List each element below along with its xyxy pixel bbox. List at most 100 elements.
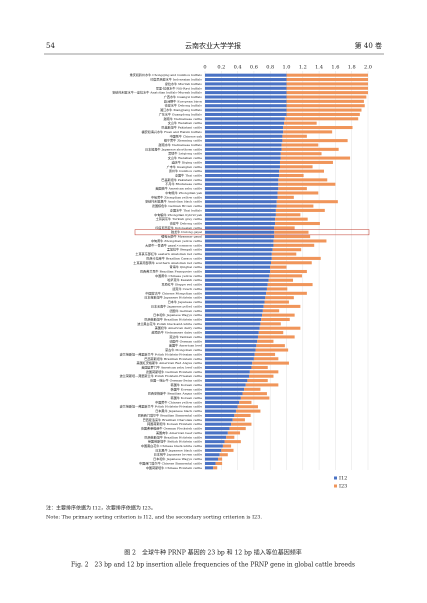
bar-segment (205, 269, 271, 274)
bar-segment (205, 156, 281, 160)
y-tick-label: 韩国牛 Korean cattle (171, 395, 203, 400)
y-tick-label: 安纳托利亚水牛—摩拉水牛 Anatolian buffalo-Murrah bu… (112, 90, 202, 95)
bar-segment (274, 226, 295, 230)
bar-segment (205, 204, 277, 208)
y-tick-label: 美国肉牛 American beef cattle (156, 430, 202, 435)
bar-segment (205, 265, 271, 269)
y-tick-label: 孟加拉牛 Bengali cattle (167, 247, 202, 252)
bar-segment (205, 252, 272, 256)
bar-segment (262, 309, 280, 313)
bar-segment (251, 365, 268, 370)
y-tick-label: 中国牦牛 Chinese yak (170, 133, 203, 138)
bar-segment (249, 374, 274, 378)
y-tick-label: 中国西门塔尔牛 Chinese Simmental cattle (139, 460, 202, 465)
bar-segment (286, 112, 360, 116)
bar-segment (205, 200, 277, 204)
y-tick-label: 德国牛 German cattle (169, 338, 202, 343)
bar-segment (271, 256, 321, 260)
bar-segment (226, 435, 235, 439)
x-tick-label: 0.6 (250, 65, 258, 71)
bar-segment (205, 461, 216, 465)
bar-segment (229, 427, 246, 431)
bar-segment (205, 226, 275, 230)
legend-swatch (334, 484, 337, 488)
bar-segment (205, 121, 285, 125)
bar-segment (205, 274, 270, 278)
bar-segment (205, 313, 263, 317)
bar-segment (222, 444, 232, 448)
x-tick-label: 1.8 (348, 65, 356, 71)
x-tick-label: 1.4 (315, 65, 323, 71)
y-tick-label: 独龙牛 Dulong gayal (171, 229, 202, 234)
legend-label: I23 (339, 484, 347, 490)
bar-segment (205, 396, 241, 400)
bar-segment (271, 252, 297, 256)
bar-segment (205, 427, 230, 431)
bar-segment (205, 213, 276, 217)
bar-segment (205, 95, 287, 99)
y-tick-label: 韩国牛 Korean cattle (171, 386, 203, 391)
bar-segment (286, 91, 368, 95)
bar-segment (205, 383, 246, 387)
bar-segment (218, 457, 223, 461)
bar-segment (286, 82, 368, 86)
y-tick-label: 日本褐牛 Japanese brown cattle (154, 452, 202, 457)
caption: 图 2 全球牛种 PRNP 基因的 23 bp 和 12 bp 插入等位基因频率 (124, 549, 301, 557)
bar-segment (278, 178, 328, 182)
bar-segment (215, 461, 223, 465)
bar-segment (205, 117, 285, 121)
bar-segment (205, 291, 267, 295)
page-number: 54 (46, 42, 55, 50)
journal-title: 云南农业大学学报 (185, 41, 241, 50)
bar-segment (205, 126, 284, 130)
bar-segment (262, 313, 295, 317)
y-tick-label: 土耳其灰牛 Turkish grey cattle (156, 216, 202, 221)
bar-segment (275, 213, 301, 217)
bar-segment (261, 317, 290, 322)
y-tick-label: 广丰牛 Guangfen cattle (167, 164, 203, 169)
note: Note: The primary sorting criterion is I… (46, 515, 262, 521)
y-tick-label: 英国荷斯坦牛 British Holstein cattle (148, 439, 202, 444)
y-tick-label: 越南水牛 Vietnamese buffalo (159, 142, 203, 147)
bar-segment (205, 335, 258, 339)
bar-segment (259, 326, 301, 330)
y-tick-label: 缅甸大额牛 Myanmar gayal (161, 234, 202, 239)
bar-segment (279, 160, 333, 164)
bar-segment (205, 283, 268, 287)
bar-segment (258, 331, 284, 335)
bar-segment (254, 352, 276, 356)
bar-segment (205, 339, 258, 343)
bar-segment (205, 400, 240, 404)
y-tick-label: 日本黑牛 Japanese black cattle (155, 447, 202, 452)
bar-segment (205, 91, 287, 95)
bar-segment (205, 326, 260, 330)
bar-segment (280, 152, 322, 156)
bar-segment (278, 182, 336, 186)
bar-segment (270, 269, 307, 274)
bar-segment (264, 300, 289, 304)
bar-segment (205, 278, 269, 282)
bar-segment (281, 147, 339, 151)
bar-segment (205, 444, 223, 448)
bar-segment (282, 139, 348, 143)
bar-segment (284, 121, 317, 125)
bar-segment (205, 248, 273, 252)
y-tick-label: 蒙古牛 Mongolian cattle (165, 347, 202, 352)
y-tick-label: 哈萨克牛 Kazakh cattle (167, 277, 202, 282)
bar-segment (283, 126, 353, 130)
y-tick-label: 波兰荷斯坦—弗里斯兰牛 Polish Holstein-Friesian cat… (120, 373, 203, 378)
bar-segment (205, 344, 257, 348)
bar-segment (205, 195, 278, 199)
bar-segment (205, 317, 262, 322)
y-tick-label: 草原红牛 Steppe red cattle (162, 282, 203, 287)
y-tick-label: 泰国水牛 Thai buffalo (170, 207, 202, 212)
y-tick-label: 广东水牛 Guangdong buffalo (159, 111, 202, 116)
bar-segment (205, 357, 254, 361)
bar-segment (279, 165, 313, 169)
y-tick-label: 美国瘤牛 American zebu cattle (155, 186, 202, 191)
bar-segment (205, 287, 267, 291)
y-tick-label: 日本牛 Japanese cattle (168, 299, 202, 304)
y-tick-label: 韩国荷斯坦牛 Korean Holstein cattle (147, 421, 202, 426)
bar-segment (276, 204, 314, 208)
